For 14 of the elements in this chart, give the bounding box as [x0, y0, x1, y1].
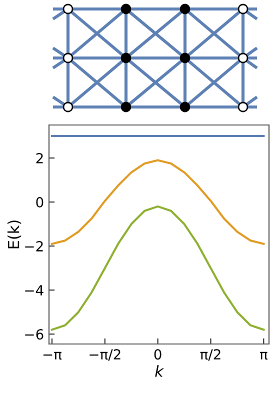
y-tick-label: −4 — [25, 285, 44, 296]
y-tick-label: −6 — [25, 329, 44, 340]
y-tick-label: −2 — [25, 241, 43, 252]
x-tick-label: π/2 — [200, 349, 220, 361]
y-tick-label: 0 — [36, 197, 44, 208]
x-tick-label: 0 — [154, 349, 162, 360]
x-tick-label: −π/2 — [90, 349, 120, 361]
y-axis-title: E(k) — [7, 220, 22, 248]
x-axis-title: k — [155, 365, 164, 377]
x-tick-label: π — [260, 352, 268, 360]
line-series — [50, 159, 265, 245]
x-tick-label: −π — [43, 352, 62, 360]
y-tick-label: 2 — [36, 152, 43, 164]
line-series — [50, 205, 265, 331]
